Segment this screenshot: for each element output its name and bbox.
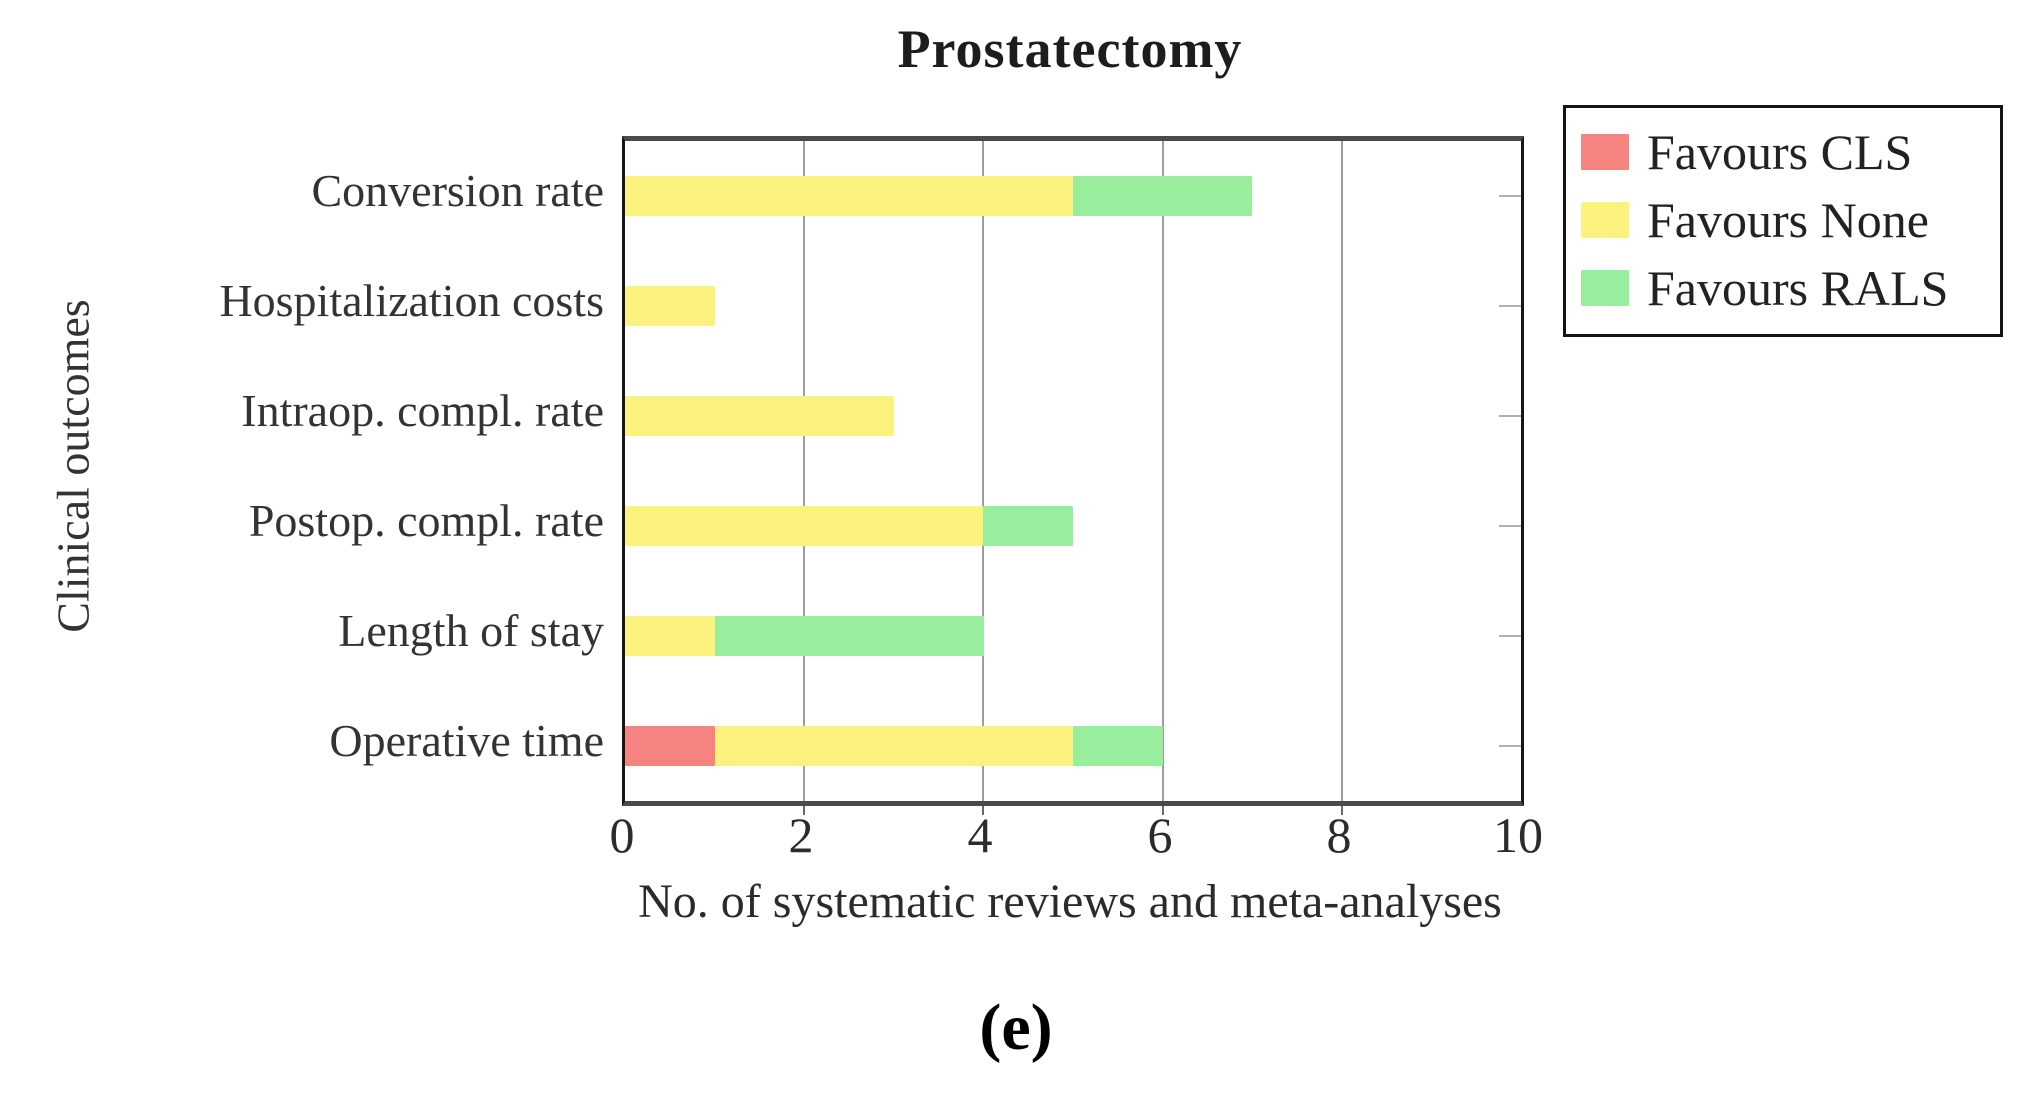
y-category-label: Intraop. compl. rate xyxy=(241,385,604,436)
legend-item-label: Favours None xyxy=(1647,192,1929,248)
right-axis-tick xyxy=(1499,745,1521,747)
x-tick-label: 6 xyxy=(1147,807,1173,863)
bar-segment-favours-none xyxy=(625,506,983,546)
legend-item-label: Favours CLS xyxy=(1647,124,1913,180)
bar-segment-favours-none xyxy=(625,176,1073,216)
legend-color-swatch xyxy=(1581,202,1629,238)
x-axis-tick xyxy=(982,806,985,815)
bar-segment-favours-rals xyxy=(715,616,984,656)
right-axis-tick xyxy=(1499,525,1521,527)
gridline xyxy=(1161,141,1164,801)
bar-segment-favours-rals xyxy=(983,506,1073,546)
legend-item: Favours RALS xyxy=(1566,254,2000,322)
x-tick-label: 8 xyxy=(1326,807,1352,863)
legend: Favours CLS Favours None Favours RALS xyxy=(1563,105,2003,337)
x-axis-tick xyxy=(803,806,806,815)
y-category-label: Postop. compl. rate xyxy=(248,495,604,546)
right-axis-tick xyxy=(1499,195,1521,197)
legend-item: Favours CLS xyxy=(1566,118,2000,186)
bar-segment-favours-rals xyxy=(1073,176,1252,216)
legend-item: Favours None xyxy=(1566,186,2000,254)
legend-item-label: Favours RALS xyxy=(1647,260,1949,316)
gridline xyxy=(803,141,806,801)
bar-segment-favours-rals xyxy=(1073,726,1163,766)
gridline xyxy=(1340,141,1343,801)
y-category-label: Hospitalization costs xyxy=(219,275,604,326)
y-category-label: Length of stay xyxy=(338,605,604,656)
subfigure-caption: (e) xyxy=(979,991,1053,1064)
right-axis-tick xyxy=(1499,635,1521,637)
chart-title: Prostatectomy xyxy=(897,19,1243,79)
bar-segment-favours-none xyxy=(625,616,715,656)
bar-segment-favours-none xyxy=(625,286,715,326)
bar-segment-favours-cls xyxy=(625,726,715,766)
right-axis-tick xyxy=(1499,415,1521,417)
right-axis-tick xyxy=(1499,305,1521,307)
x-tick-label: 4 xyxy=(967,807,993,863)
x-tick-label: 10 xyxy=(1493,807,1543,863)
y-axis-title: Clinical outcomes xyxy=(47,299,99,633)
legend-color-swatch xyxy=(1581,134,1629,170)
x-tick-label: 0 xyxy=(609,807,635,863)
x-axis-tick xyxy=(1161,806,1164,815)
x-tick-label: 2 xyxy=(788,807,814,863)
legend-color-swatch xyxy=(1581,270,1629,306)
bar-segment-favours-none xyxy=(715,726,1073,766)
plot-area xyxy=(622,136,1524,815)
y-category-label: Conversion rate xyxy=(311,165,604,216)
bar-segment-favours-none xyxy=(625,396,894,436)
x-axis-title: No. of systematic reviews and meta-analy… xyxy=(638,875,1502,928)
x-axis-tick xyxy=(1340,806,1343,815)
gridline xyxy=(982,141,985,801)
y-category-label: Operative time xyxy=(329,715,604,766)
